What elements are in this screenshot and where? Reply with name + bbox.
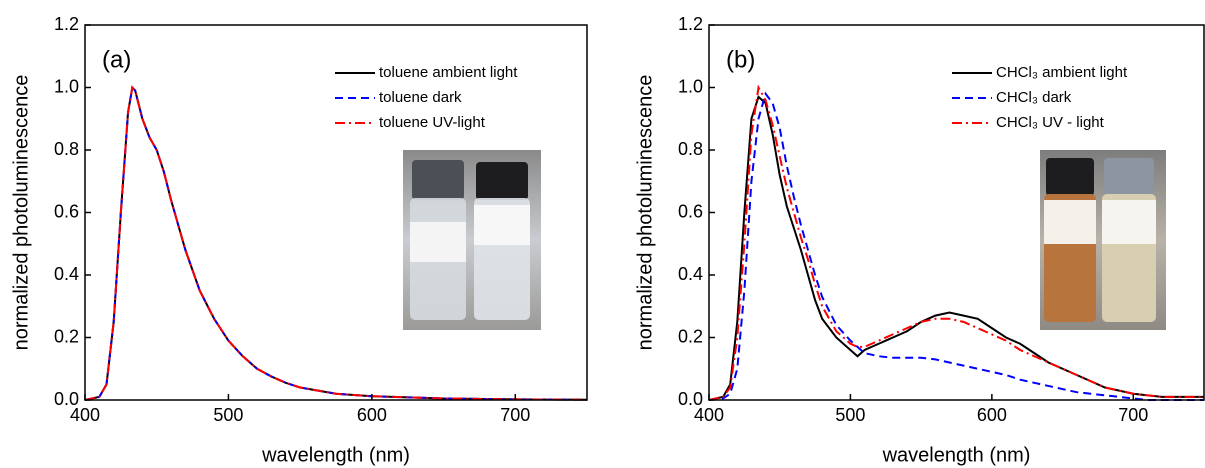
x-tick-label: 400	[70, 405, 100, 425]
y-tick-label: 0.0	[54, 389, 79, 409]
x-tick-label: 600	[357, 405, 387, 425]
y-tick-label: 0.4	[678, 264, 703, 284]
y-tick-label: 1.2	[54, 14, 79, 34]
x-axis-label: wavelength (nm)	[261, 444, 410, 466]
y-tick-label: 0.8	[678, 139, 703, 159]
legend-label: toluene UV-light	[379, 114, 486, 131]
y-tick-label: 0.6	[678, 201, 703, 221]
y-axis-label: normalized photoluminescence	[634, 75, 656, 351]
x-tick-label: 700	[500, 405, 530, 425]
data-line	[708, 84, 1204, 401]
data-line	[708, 91, 1204, 401]
x-axis-label: wavelength (nm)	[882, 444, 1031, 466]
panel-label: (a)	[102, 46, 131, 73]
x-tick-label: 500	[213, 405, 243, 425]
y-tick-label: 0.0	[678, 389, 703, 409]
legend-label: toluene ambient light	[379, 64, 518, 81]
x-tick-label: 400	[694, 405, 724, 425]
y-tick-label: 0.4	[54, 264, 79, 284]
inset-photo	[403, 150, 541, 330]
y-tick-label: 0.8	[54, 139, 79, 159]
y-tick-label: 0.2	[678, 326, 703, 346]
y-tick-label: 1.2	[678, 14, 703, 34]
y-axis-label: normalized photoluminescence	[10, 75, 32, 351]
legend-label: CHCl₃ dark	[996, 89, 1072, 106]
legend-label: toluene dark	[379, 89, 462, 106]
panel-label: (b)	[726, 46, 755, 73]
data-line	[84, 85, 588, 401]
x-tick-label: 600	[977, 405, 1007, 425]
x-tick-label: 700	[1118, 405, 1148, 425]
y-tick-label: 0.6	[54, 201, 79, 221]
y-tick-label: 0.2	[54, 326, 79, 346]
legend-label: CHCl₃ UV - light	[996, 114, 1105, 131]
legend-label: CHCl₃ ambient light	[996, 64, 1128, 81]
plot: 0.0 0.2 0.4 0.6 0.8 1.0 1.2 400 500 600 700 wavelen…	[10, 14, 588, 466]
data-line	[708, 95, 1204, 401]
plot: 0.0 0.2 0.4 0.6 0.8 1.0 1.2 400 500 600 700 wavelen…	[634, 14, 1205, 466]
y-tick-label: 1.0	[54, 76, 79, 96]
y-tick-label: 1.0	[678, 76, 703, 96]
inset-photo	[1040, 150, 1166, 330]
x-tick-label: 500	[835, 405, 865, 425]
